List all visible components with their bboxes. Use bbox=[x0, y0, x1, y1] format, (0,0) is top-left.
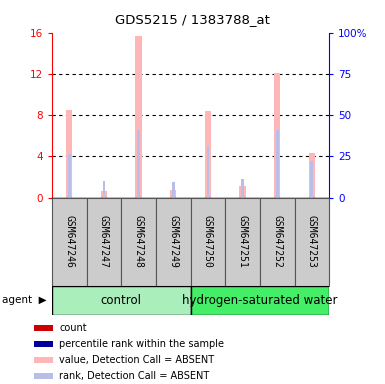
Bar bbox=[170, 190, 176, 198]
Text: GSM647251: GSM647251 bbox=[238, 215, 248, 268]
Text: percentile rank within the sample: percentile rank within the sample bbox=[59, 339, 224, 349]
Text: GSM647247: GSM647247 bbox=[99, 215, 109, 268]
Text: GSM647252: GSM647252 bbox=[272, 215, 282, 268]
Bar bbox=[101, 190, 107, 198]
Text: GSM647253: GSM647253 bbox=[307, 215, 317, 268]
Bar bbox=[34, 325, 53, 331]
Bar bbox=[276, 130, 279, 198]
Text: hydrogen-saturated water: hydrogen-saturated water bbox=[182, 294, 338, 307]
Text: control: control bbox=[101, 294, 142, 307]
Bar bbox=[34, 341, 53, 347]
Text: GSM647250: GSM647250 bbox=[203, 215, 213, 268]
Bar bbox=[239, 186, 246, 198]
Bar bbox=[137, 130, 140, 198]
Text: GSM647249: GSM647249 bbox=[168, 215, 178, 268]
Bar bbox=[136, 36, 142, 198]
Bar bbox=[68, 154, 71, 198]
Bar bbox=[121, 198, 156, 286]
Text: GSM647248: GSM647248 bbox=[134, 215, 144, 268]
Bar bbox=[260, 198, 295, 286]
Bar bbox=[66, 110, 72, 198]
Bar bbox=[52, 198, 87, 286]
Text: rank, Detection Call = ABSENT: rank, Detection Call = ABSENT bbox=[59, 371, 209, 381]
Bar bbox=[310, 161, 313, 198]
Bar bbox=[309, 153, 315, 198]
Text: GDS5215 / 1383788_at: GDS5215 / 1383788_at bbox=[115, 13, 270, 26]
Bar bbox=[191, 286, 329, 315]
Bar bbox=[274, 73, 280, 198]
Bar bbox=[102, 181, 105, 198]
Bar bbox=[52, 286, 191, 315]
Bar bbox=[156, 198, 191, 286]
Bar bbox=[241, 179, 244, 198]
Bar bbox=[295, 198, 329, 286]
Bar bbox=[87, 198, 121, 286]
Bar bbox=[225, 198, 260, 286]
Bar bbox=[34, 357, 53, 363]
Bar bbox=[34, 373, 53, 379]
Text: value, Detection Call = ABSENT: value, Detection Call = ABSENT bbox=[59, 355, 214, 365]
Bar bbox=[206, 146, 209, 198]
Bar bbox=[205, 111, 211, 198]
Text: GSM647246: GSM647246 bbox=[64, 215, 74, 268]
Text: count: count bbox=[59, 323, 87, 333]
Bar bbox=[191, 198, 225, 286]
Bar bbox=[172, 182, 175, 198]
Text: agent  ▶: agent ▶ bbox=[2, 295, 47, 306]
